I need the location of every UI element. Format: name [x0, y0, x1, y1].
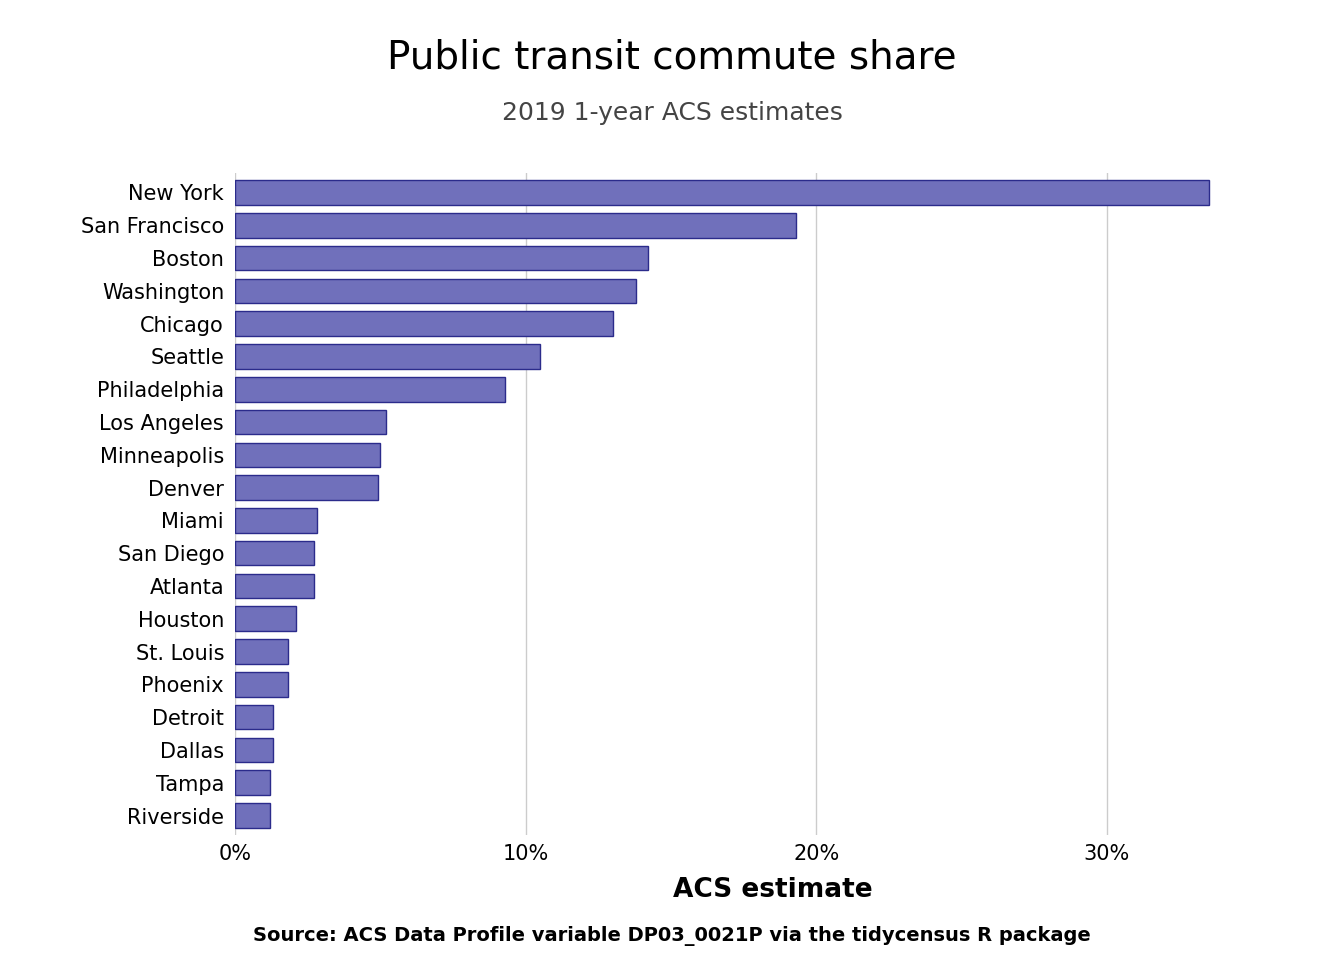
Bar [235, 574, 313, 598]
Bar [235, 672, 288, 697]
Bar [235, 607, 296, 631]
Text: 2019 1-year ACS estimates: 2019 1-year ACS estimates [501, 101, 843, 125]
Bar [235, 540, 313, 565]
Bar [235, 180, 1208, 204]
Bar [235, 737, 273, 762]
Bar [235, 639, 288, 664]
Bar [235, 213, 796, 237]
Bar [235, 508, 317, 533]
Bar [235, 311, 613, 336]
Bar [235, 705, 273, 730]
Text: Public transit commute share: Public transit commute share [387, 38, 957, 77]
Bar [235, 344, 540, 369]
Bar [235, 410, 386, 434]
Bar [235, 475, 378, 500]
Bar [235, 377, 505, 401]
Text: Source: ACS Data Profile variable DP03_0021P via the tidycensus R package: Source: ACS Data Profile variable DP03_0… [253, 925, 1091, 946]
X-axis label: ACS estimate: ACS estimate [673, 877, 872, 903]
Bar [235, 278, 636, 303]
Bar [235, 443, 380, 468]
Bar [235, 246, 648, 271]
Bar [235, 771, 270, 795]
Bar [235, 804, 270, 828]
